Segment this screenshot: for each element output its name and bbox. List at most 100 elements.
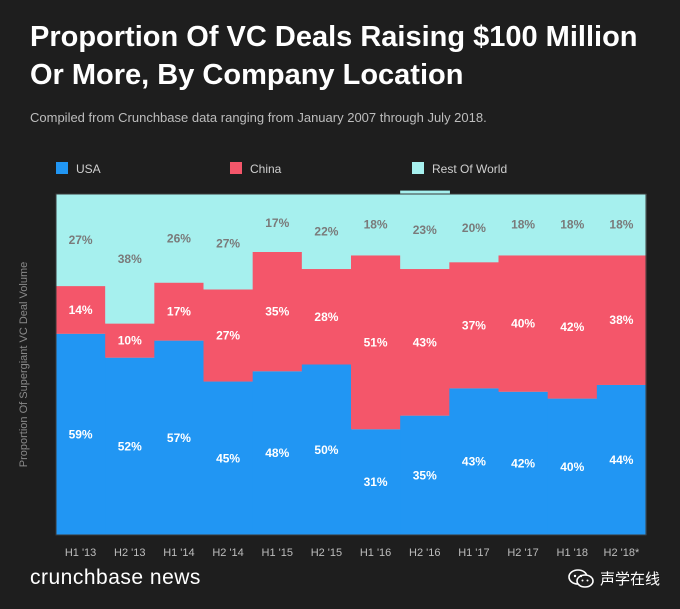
data-label-rest-of-world-11: 18% [609, 218, 633, 232]
data-label-usa-5: 50% [314, 443, 338, 457]
bar-usa-4 [252, 371, 303, 535]
x-tick-label-7: H2 '16 [409, 547, 440, 559]
bar-china-5 [301, 269, 352, 365]
x-tick-label-1: H2 '13 [114, 547, 145, 559]
bar-rest-of-world-3 [203, 197, 254, 290]
x-tick-label-6: H1 '16 [360, 547, 391, 559]
bar-usa-9 [498, 391, 549, 535]
x-tick-label-4: H1 '15 [262, 547, 293, 559]
legend-swatch-rest-of-world [412, 162, 424, 174]
chart-title: Proportion Of VC Deals Raising $100 Mill… [30, 21, 638, 91]
x-tick-label-9: H2 '17 [507, 547, 538, 559]
bar-rest-of-world-5 [301, 194, 352, 270]
x-tick-label-2: H1 '14 [163, 547, 194, 559]
data-label-china-7: 43% [413, 335, 437, 349]
stacked-bar-chart: USA China Rest Of World 59% 14% 27% 52% 10% 38% 5… [18, 162, 647, 559]
data-label-usa-1: 52% [118, 439, 142, 453]
bar-usa-0 [56, 333, 106, 535]
bar-china-6 [351, 255, 401, 430]
x-tick-label-8: H1 '17 [458, 547, 489, 559]
data-label-usa-9: 42% [511, 456, 535, 470]
bar-rest-of-world-2 [154, 194, 205, 283]
bar-china-4 [252, 251, 303, 372]
bar-china-11 [596, 255, 647, 385]
bar-usa-1 [105, 357, 155, 535]
bar-china-9 [498, 255, 549, 392]
bar-usa-3 [203, 381, 254, 535]
data-label-china-6: 51% [364, 335, 388, 349]
bar-rest-of-world-1 [105, 194, 155, 324]
bar-rest-of-world-7 [400, 190, 450, 270]
bar-rest-of-world-8 [449, 194, 500, 263]
data-label-rest-of-world-5: 22% [314, 225, 338, 239]
bar-usa-8 [449, 388, 500, 535]
data-label-rest-of-world-0: 27% [69, 233, 93, 247]
data-label-usa-3: 45% [216, 451, 240, 465]
data-label-usa-6: 31% [364, 475, 388, 489]
chart-subtitle: Compiled from Crunchbase data ranging fr… [30, 110, 487, 125]
bar-china-0 [56, 286, 106, 334]
data-label-rest-of-world-8: 20% [462, 221, 486, 235]
bar-rest-of-world-11 [596, 194, 647, 256]
data-label-china-9: 40% [511, 317, 535, 331]
bar-china-2 [154, 282, 205, 341]
chart-area: USA China Rest Of World 59% 14% 27% 52% 10% 38% 5… [0, 140, 680, 580]
bar-usa-10 [547, 398, 598, 535]
legend-label-china: China [250, 162, 282, 176]
data-label-china-1: 10% [118, 334, 142, 348]
legend-swatch-usa [56, 162, 68, 174]
bar-china-10 [547, 255, 598, 399]
brand-logo: crunchbase news [30, 566, 201, 589]
bar-rest-of-world-9 [498, 194, 549, 256]
plot-border [55, 193, 647, 536]
bar-china-8 [449, 262, 500, 389]
bar-rest-of-world-4 [252, 194, 303, 252]
data-label-china-4: 35% [265, 305, 289, 319]
bar-rest-of-world-6 [351, 194, 401, 256]
data-label-rest-of-world-7: 23% [413, 223, 437, 237]
data-label-rest-of-world-10: 18% [560, 218, 584, 232]
bar-china-1 [105, 323, 155, 358]
x-tick-label-3: H2 '14 [212, 547, 243, 559]
wechat-icon [568, 568, 594, 588]
data-label-usa-2: 57% [167, 431, 191, 445]
bar-rest-of-world-10 [547, 194, 598, 256]
data-label-china-10: 42% [560, 320, 584, 334]
data-label-rest-of-world-1: 38% [118, 252, 142, 266]
data-label-usa-8: 43% [462, 455, 486, 469]
bar-usa-11 [596, 384, 647, 535]
x-tick-label-10: H1 '18 [557, 547, 588, 559]
watermark-text: 声学在线 [599, 570, 660, 588]
data-label-china-2: 17% [167, 305, 191, 319]
legend-label-usa: USA [76, 162, 101, 176]
data-label-rest-of-world-4: 17% [265, 216, 289, 230]
x-tick-label-11: H2 '18* [604, 547, 640, 559]
watermark: 声学在线 [568, 568, 660, 589]
y-axis-label: Proportion Of Supergiant VC Deal Volume [18, 262, 30, 467]
bar-usa-7 [400, 415, 450, 535]
data-label-china-5: 28% [314, 310, 338, 324]
legend-label-rest-of-world: Rest Of World [432, 162, 507, 176]
data-label-usa-4: 48% [265, 446, 289, 460]
bar-rest-of-world-0 [56, 194, 106, 287]
bar-usa-6 [351, 429, 401, 535]
data-label-china-8: 37% [462, 318, 486, 332]
data-label-rest-of-world-9: 18% [511, 218, 535, 232]
bar-usa-5 [301, 364, 352, 535]
data-label-china-11: 38% [609, 313, 633, 327]
x-tick-label-0: H1 '13 [65, 547, 96, 559]
data-label-china-0: 14% [69, 303, 93, 317]
data-label-rest-of-world-3: 27% [216, 236, 240, 250]
data-label-china-3: 27% [216, 329, 240, 343]
data-label-usa-10: 40% [560, 460, 584, 474]
bar-china-7 [400, 269, 450, 416]
bar-usa-2 [154, 340, 205, 535]
data-label-usa-0: 59% [69, 427, 93, 441]
data-label-rest-of-world-6: 18% [364, 218, 388, 232]
x-tick-label-5: H2 '15 [311, 547, 342, 559]
data-label-usa-11: 44% [609, 453, 633, 467]
bar-china-3 [203, 289, 254, 382]
data-label-usa-7: 35% [413, 468, 437, 482]
legend-swatch-china [230, 162, 242, 174]
data-label-rest-of-world-2: 26% [167, 231, 191, 245]
